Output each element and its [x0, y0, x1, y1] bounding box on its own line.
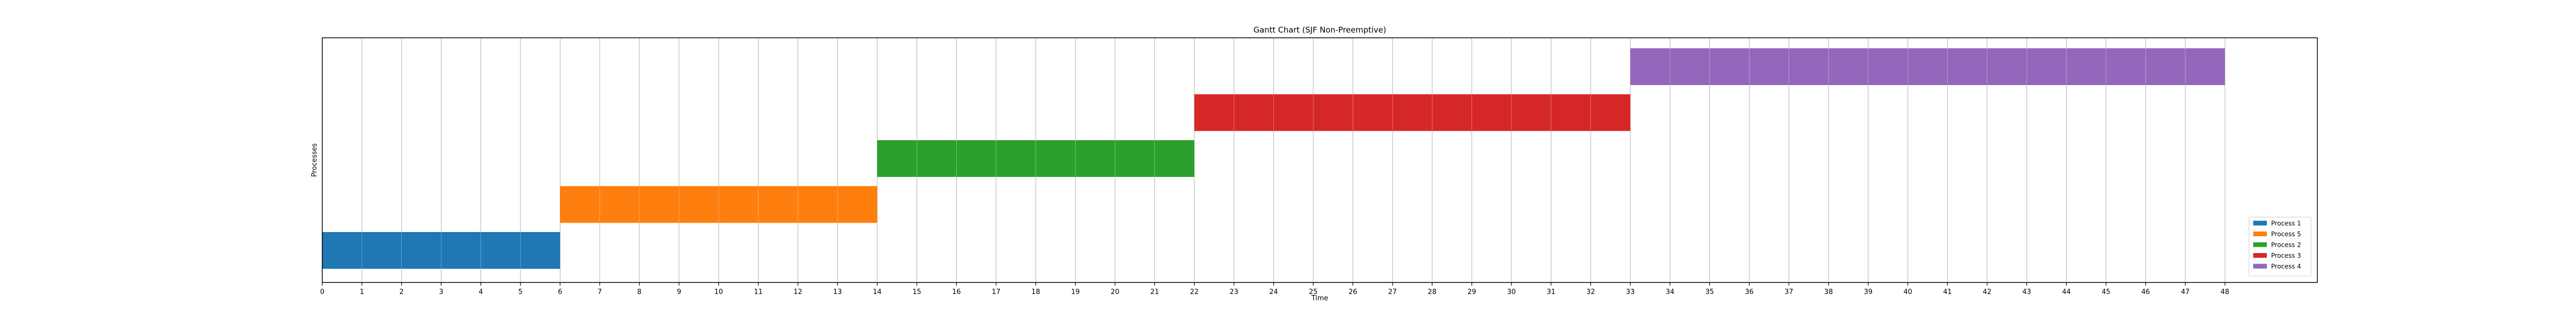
x-tick-label: 18 [1031, 288, 1040, 296]
gantt-bar [877, 140, 1194, 177]
x-tick-label: 29 [1467, 288, 1476, 296]
gantt-bar [1194, 94, 1631, 131]
x-tick-label: 22 [1190, 288, 1199, 296]
x-tick-label: 32 [1587, 288, 1596, 296]
x-tick-label: 14 [873, 288, 882, 296]
legend-swatch [2253, 232, 2267, 236]
gantt-bar [560, 186, 877, 223]
legend-label: Process 4 [2271, 263, 2301, 270]
x-tick-label: 43 [2022, 288, 2031, 296]
x-tick-label: 28 [1428, 288, 1437, 296]
x-tick-label: 12 [794, 288, 803, 296]
x-tick-label: 7 [598, 288, 602, 296]
x-tick-label: 8 [637, 288, 641, 296]
x-tick-label: 34 [1665, 288, 1674, 296]
x-tick-label: 30 [1507, 288, 1516, 296]
x-tick-label: 2 [400, 288, 404, 296]
x-tick-label: 48 [2221, 288, 2230, 296]
legend-swatch [2253, 242, 2267, 247]
x-tick-label: 40 [1904, 288, 1913, 296]
gantt-bar [322, 232, 560, 269]
x-tick-label: 10 [714, 288, 723, 296]
x-tick-label: 11 [754, 288, 763, 296]
x-tick-label: 0 [320, 288, 324, 296]
legend-label: Process 1 [2271, 220, 2301, 227]
x-axis-ticks: 0 1 2 3 4 5 6 7 8 9 10 11 12 13 14 15 16 17 18 19 20 21 22 23 24… [320, 282, 2230, 296]
x-tick-label: 27 [1388, 288, 1397, 296]
x-tick-label: 42 [1983, 288, 1992, 296]
gantt-bar [1630, 48, 2225, 85]
legend-label: Process 2 [2271, 242, 2301, 249]
x-tick-label: 13 [833, 288, 842, 296]
x-tick-label: 5 [518, 288, 523, 296]
x-tick-label: 44 [2062, 288, 2071, 296]
x-tick-label: 9 [677, 288, 681, 296]
x-tick-label: 25 [1309, 288, 1318, 296]
x-tick-label: 26 [1348, 288, 1357, 296]
x-tick-label: 21 [1150, 288, 1159, 296]
x-tick-label: 36 [1745, 288, 1754, 296]
legend: Process 1 Process 5 Process 2 Process 3 Proc… [2248, 217, 2312, 277]
legend-label: Process 5 [2271, 230, 2301, 238]
plot-frame [322, 37, 2318, 283]
legend-swatch [2253, 220, 2267, 226]
x-tick-label: 39 [1864, 288, 1873, 296]
x-tick-label: 33 [1626, 288, 1635, 296]
x-tick-label: 6 [558, 288, 562, 296]
x-tick-label: 31 [1547, 288, 1556, 296]
legend-label: Process 3 [2271, 252, 2301, 259]
x-tick-label: 20 [1111, 288, 1120, 296]
x-tick-label: 19 [1071, 288, 1080, 296]
x-tick-label: 35 [1705, 288, 1714, 296]
x-tick-label: 47 [2181, 288, 2190, 296]
bars [322, 48, 2225, 269]
x-axis-label: Time [1311, 295, 1328, 302]
legend-swatch [2253, 264, 2267, 269]
legend-swatch [2253, 253, 2267, 258]
x-tick-label: 3 [439, 288, 443, 296]
x-tick-label: 1 [360, 288, 364, 296]
x-tick-label: 15 [913, 288, 922, 296]
x-tick-label: 16 [952, 288, 961, 296]
x-tick-label: 17 [992, 288, 1001, 296]
x-tick-label: 23 [1230, 288, 1239, 296]
x-tick-label: 4 [478, 288, 483, 296]
x-tick-label: 45 [2102, 288, 2111, 296]
x-tick-label: 41 [1943, 288, 1952, 296]
x-tick-label: 24 [1269, 288, 1278, 296]
y-axis-label: Processes [311, 143, 319, 177]
x-tick-label: 46 [2141, 288, 2150, 296]
chart-title: Gantt Chart (SJF Non-Preemptive) [1253, 25, 1386, 35]
x-tick-label: 38 [1824, 288, 1833, 296]
x-tick-label: 37 [1785, 288, 1794, 296]
